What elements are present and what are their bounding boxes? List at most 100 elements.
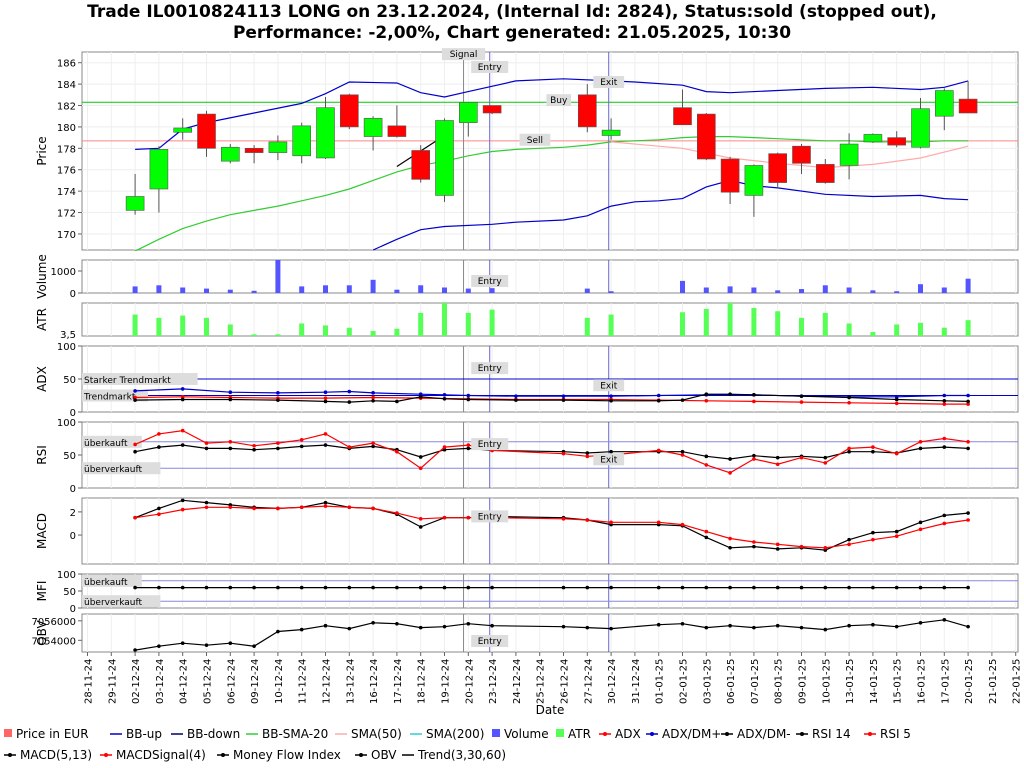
adx-dm-plus-line-point bbox=[442, 393, 447, 397]
macd-line-point bbox=[704, 535, 709, 540]
obv-line-point bbox=[347, 626, 352, 631]
rsi-threshold-label: überverkauft bbox=[84, 465, 143, 475]
candle-body bbox=[839, 143, 859, 166]
adx-y-tick-label: 100 bbox=[57, 342, 76, 353]
x-tick-label: 06-12-24 bbox=[226, 659, 237, 704]
rsi14-line-point bbox=[775, 455, 780, 460]
candle-body bbox=[339, 94, 359, 128]
adx-dm-plus-line-point bbox=[656, 393, 661, 398]
x-tick-label: 16-01-25 bbox=[917, 659, 928, 704]
adx-dm-minus-line-point bbox=[180, 397, 185, 402]
adx-y-tick-label: 50 bbox=[63, 375, 76, 386]
mfi-line-point bbox=[871, 585, 875, 590]
rsi14-line-point bbox=[942, 445, 947, 449]
adx-dm-minus-line-point bbox=[942, 398, 947, 403]
obv-y-axis-label: OBV bbox=[35, 619, 49, 645]
candle-body bbox=[149, 149, 169, 190]
volume-bar bbox=[156, 285, 162, 293]
volume-bar bbox=[323, 285, 328, 293]
macd-line-point bbox=[894, 529, 899, 534]
price-y-tick-label: 174 bbox=[57, 187, 76, 198]
price-annotation-bg bbox=[441, 48, 486, 61]
obv-line-point bbox=[299, 627, 304, 632]
rsi14-line-point bbox=[228, 446, 233, 451]
mfi-line-point bbox=[942, 585, 947, 590]
rsi14-line-point bbox=[299, 444, 304, 449]
x-tick-label: 12-12-24 bbox=[322, 659, 333, 704]
x-tick-label: 20-01-25 bbox=[964, 659, 975, 704]
macd-signal-line-point bbox=[561, 517, 566, 521]
macd-signal-line-point bbox=[752, 540, 756, 544]
candle-body bbox=[720, 158, 740, 193]
adx-dm-plus-line-point bbox=[966, 393, 970, 398]
atr-bar bbox=[275, 334, 281, 336]
adx-annotation: Entry bbox=[478, 364, 503, 374]
atr-tick-label: 3,5 bbox=[60, 330, 76, 341]
macd-line-point bbox=[752, 544, 756, 549]
mfi-line-point bbox=[585, 585, 590, 590]
macd-signal-line-point bbox=[894, 534, 899, 539]
volume-bar bbox=[727, 286, 733, 293]
adx-dm-plus-line-point bbox=[228, 390, 233, 395]
volume-bar bbox=[394, 289, 400, 293]
x-tick-label: 17-12-24 bbox=[393, 659, 404, 704]
macd-y-tick-label: 2 bbox=[70, 508, 76, 519]
atr-bar bbox=[941, 327, 947, 336]
macd-signal-line-point bbox=[466, 515, 471, 520]
macd-signal-line-point bbox=[823, 545, 828, 550]
atr-bar bbox=[370, 331, 376, 336]
obv-line-point bbox=[442, 624, 447, 629]
obv-line-point bbox=[918, 620, 923, 625]
obv-line-point bbox=[823, 627, 828, 632]
rsi14-line-point bbox=[871, 449, 875, 454]
obv-line-point bbox=[371, 620, 375, 625]
atr-bar bbox=[775, 311, 781, 336]
adx-line-point bbox=[894, 401, 899, 406]
candle-body bbox=[696, 113, 716, 160]
adx-dm-plus-line-point bbox=[276, 391, 280, 395]
volume-bar bbox=[775, 290, 781, 293]
mfi-line-point bbox=[180, 585, 185, 590]
x-tick-label: 07-01-25 bbox=[750, 659, 761, 704]
obv-frame bbox=[81, 613, 1019, 653]
macd-signal-line-point bbox=[204, 505, 209, 510]
chart-title-line2: Performance: -2,00%, Chart generated: 21… bbox=[232, 23, 792, 43]
obv-line-point bbox=[894, 624, 899, 629]
legend-swatch-dot bbox=[104, 753, 108, 757]
atr-bar bbox=[323, 325, 328, 336]
mfi-frame bbox=[81, 573, 1019, 609]
rsi14-line-point bbox=[323, 443, 328, 447]
x-tick-label: 09-01-25 bbox=[798, 659, 809, 704]
obv-y-tick-label: 7054000 bbox=[31, 636, 76, 647]
price-annotation: Exit bbox=[600, 78, 618, 88]
atr-bar bbox=[727, 303, 733, 336]
legend-swatch-dot bbox=[221, 753, 225, 757]
mfi-line-point bbox=[157, 585, 161, 590]
x-tick-label: 03-12-24 bbox=[155, 659, 166, 704]
volume-bar bbox=[465, 288, 471, 293]
rsi-annotation-bg bbox=[471, 438, 509, 451]
obv-line-point bbox=[490, 623, 494, 628]
legend-swatch-dot bbox=[800, 732, 804, 736]
legend-label: ADX bbox=[615, 727, 641, 741]
macd-line-point bbox=[180, 498, 185, 503]
obv-line-point bbox=[847, 623, 851, 628]
macd-signal-line-point bbox=[799, 544, 804, 549]
macd-signal-line-point bbox=[775, 542, 780, 547]
price-annotation: Buy bbox=[550, 96, 568, 106]
macd-signal-line-point bbox=[966, 518, 970, 522]
macd-signal-line-point bbox=[871, 537, 875, 542]
adx-threshold-label-bg bbox=[82, 389, 148, 402]
adx-dm-minus-line-point bbox=[680, 398, 685, 402]
rsi5-line-point bbox=[347, 445, 352, 449]
adx-dm-minus-line-point bbox=[561, 398, 566, 402]
macd-line-point bbox=[918, 520, 923, 525]
adx-dm-plus-line-point bbox=[180, 387, 185, 391]
adx-dm-minus-line-point bbox=[656, 398, 661, 403]
x-tick-label: 14-01-25 bbox=[869, 659, 880, 704]
atr-bar bbox=[227, 324, 233, 336]
candle-body bbox=[173, 127, 192, 133]
obv-line-point bbox=[276, 629, 280, 634]
adx-dm-minus-line-point bbox=[133, 398, 137, 402]
mfi-line-point bbox=[466, 585, 471, 590]
